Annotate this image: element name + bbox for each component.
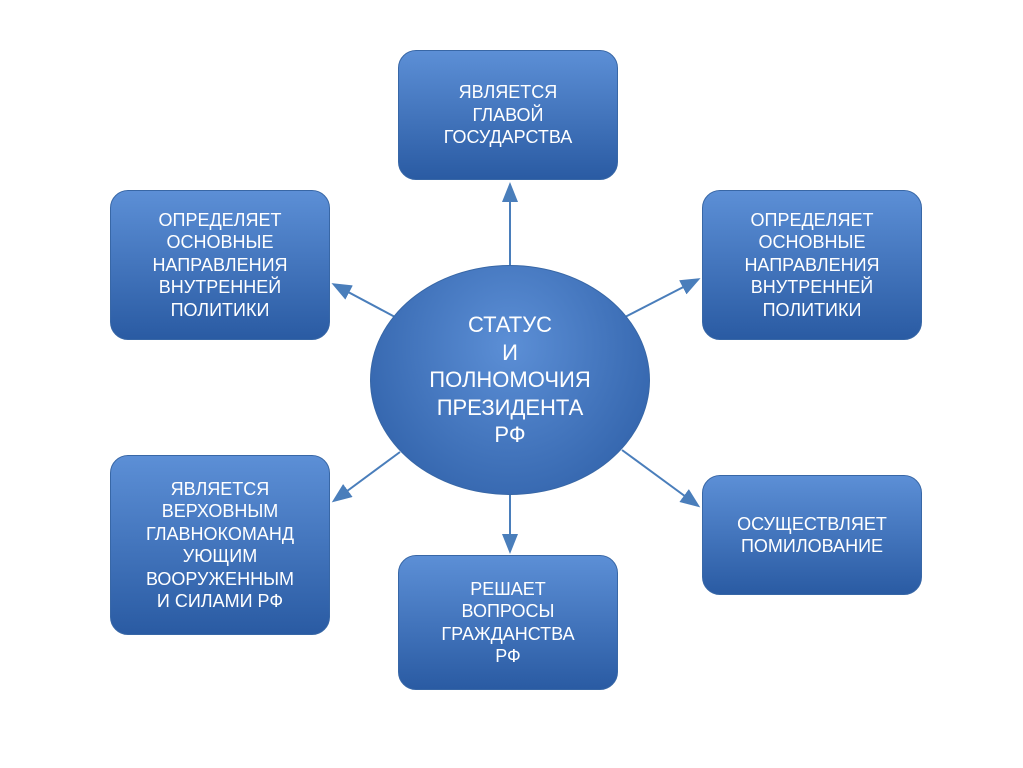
node-text: ЯВЛЯЕТСЯ ГЛАВОЙ ГОСУДАРСТВА: [444, 81, 573, 149]
node-text: ОПРЕДЕЛЯЕТ ОСНОВНЫЕ НАПРАВЛЕНИЯ ВНУТРЕНН…: [152, 209, 287, 322]
center-line: СТАТУС: [429, 311, 590, 339]
arrow-top-left: [335, 285, 395, 317]
node-text: ОСУЩЕСТВЛЯЕТ ПОМИЛОВАНИЕ: [737, 513, 887, 558]
node-top-right: ОПРЕДЕЛЯЕТ ОСНОВНЫЕ НАПРАВЛЕНИЯ ВНУТРЕНН…: [702, 190, 922, 340]
node-bottom-left: ЯВЛЯЕТСЯ ВЕРХОВНЫМ ГЛАВНОКОМАНД УЮЩИМ ВО…: [110, 455, 330, 635]
center-node: СТАТУСИПОЛНОМОЧИЯПРЕЗИДЕНТАРФ: [370, 265, 650, 495]
arrow-bottom-right: [622, 450, 697, 505]
node-text: ЯВЛЯЕТСЯ ВЕРХОВНЫМ ГЛАВНОКОМАНД УЮЩИМ ВО…: [146, 478, 294, 613]
node-top: ЯВЛЯЕТСЯ ГЛАВОЙ ГОСУДАРСТВА: [398, 50, 618, 180]
node-text: РЕШАЕТ ВОПРОСЫ ГРАЖДАНСТВА РФ: [441, 578, 574, 668]
diagram-canvas: СТАТУСИПОЛНОМОЧИЯПРЕЗИДЕНТАРФ ЯВЛЯЕТСЯ Г…: [0, 0, 1023, 768]
node-top-left: ОПРЕДЕЛЯЕТ ОСНОВНЫЕ НАПРАВЛЕНИЯ ВНУТРЕНН…: [110, 190, 330, 340]
node-text: ОПРЕДЕЛЯЕТ ОСНОВНЫЕ НАПРАВЛЕНИЯ ВНУТРЕНН…: [744, 209, 879, 322]
arrow-top-right: [625, 280, 697, 317]
center-line: РФ: [429, 421, 590, 449]
node-bottom: РЕШАЕТ ВОПРОСЫ ГРАЖДАНСТВА РФ: [398, 555, 618, 690]
center-line: И: [429, 339, 590, 367]
node-bottom-right: ОСУЩЕСТВЛЯЕТ ПОМИЛОВАНИЕ: [702, 475, 922, 595]
arrow-bottom-left: [335, 452, 400, 500]
center-line: ПОЛНОМОЧИЯ: [429, 366, 590, 394]
center-line: ПРЕЗИДЕНТА: [429, 394, 590, 422]
